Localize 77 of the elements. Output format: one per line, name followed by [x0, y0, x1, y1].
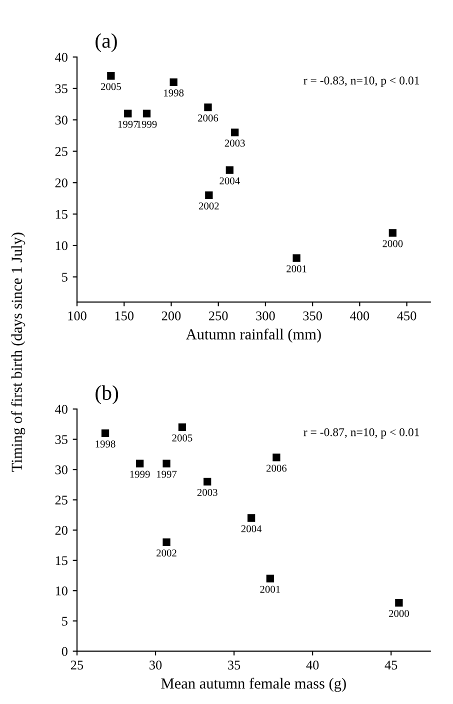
point — [124, 110, 132, 118]
x-tick-label: 45 — [384, 660, 398, 670]
x-tick-label: 200 — [162, 311, 181, 320]
chart-title: (a) — [96, 33, 117, 52]
x-tick-label: 40 — [306, 660, 319, 670]
point — [204, 103, 212, 112]
y-tick-label: 25 — [55, 147, 68, 156]
annotation: 2001 — [260, 586, 280, 593]
annotation: 2005 — [100, 83, 121, 90]
y-axis-title: Timing of first birth (days since 1 July) — [11, 232, 26, 472]
point — [178, 423, 186, 432]
y-tick-label: 0 — [62, 647, 68, 656]
x-axis-title: Autumn rainfall (mm) — [186, 328, 321, 343]
chart-title: (b) — [96, 385, 118, 404]
annotation: 2002 — [156, 549, 176, 556]
x-tick-label: 350 — [303, 311, 322, 320]
y-tick-label: 20 — [55, 178, 68, 188]
annotation: 1999 — [130, 470, 150, 478]
annotation: 1998 — [164, 89, 184, 96]
point — [170, 78, 178, 86]
y-tick-label: 35 — [55, 84, 68, 94]
point — [272, 454, 280, 462]
point — [142, 110, 151, 118]
x-tick-label: 400 — [350, 311, 370, 320]
annotation: 2003 — [197, 488, 218, 496]
y-tick-label: 35 — [55, 435, 68, 444]
y-tick-label: 15 — [56, 556, 68, 566]
x-tick-label: 35 — [228, 660, 240, 670]
x-tick-label: 250 — [209, 311, 228, 320]
annotation: 1997 — [157, 470, 177, 478]
point — [248, 514, 256, 522]
x-tick-label: 30 — [150, 660, 162, 670]
point — [395, 598, 403, 607]
point — [231, 128, 239, 136]
annotation: r = -0.87, n=10, p < 0.01 — [304, 428, 420, 439]
annotation: 2000 — [388, 610, 409, 618]
point — [204, 478, 212, 486]
x-axis-title: Mean autumn female mass (g) — [161, 678, 346, 692]
annotation: 2000 — [382, 240, 403, 248]
y-tick-label: 40 — [55, 404, 68, 414]
y-tick-label: 40 — [55, 52, 68, 62]
x-tick-label: 25 — [70, 660, 84, 670]
point — [107, 72, 115, 80]
point — [162, 538, 170, 546]
y-tick-label: 5 — [62, 272, 68, 282]
point — [226, 166, 234, 174]
y-tick-label: 25 — [55, 496, 68, 505]
x-tick-label: 150 — [115, 311, 134, 320]
point — [136, 460, 144, 468]
x-tick-label: 300 — [256, 311, 275, 320]
y-tick-label: 10 — [56, 586, 68, 596]
annotation: 2004 — [241, 525, 262, 532]
annotation: 1998 — [96, 440, 116, 448]
annotation: r = -0.83, n=10, p < 0.01 — [304, 76, 420, 87]
annotation: 2005 — [172, 434, 192, 442]
point — [205, 191, 213, 200]
annotation: 1999 — [137, 120, 157, 128]
y-tick-label: 5 — [62, 616, 68, 626]
annotation: 2006 — [266, 464, 287, 472]
y-tick-label: 15 — [56, 210, 68, 219]
annotation: 2006 — [198, 114, 218, 122]
y-tick-label: 30 — [55, 465, 68, 474]
x-tick-label: 100 — [68, 311, 86, 320]
y-tick-label: 20 — [55, 526, 68, 535]
y-tick-label: 30 — [55, 116, 68, 125]
annotation: 1997 — [118, 120, 138, 128]
point — [266, 574, 274, 582]
point — [388, 229, 396, 237]
y-tick-label: 10 — [56, 241, 68, 250]
x-tick-label: 450 — [397, 311, 416, 320]
annotation: 2004 — [220, 177, 240, 184]
point — [162, 460, 170, 468]
annotation: 2001 — [286, 265, 306, 272]
annotation: 2002 — [198, 202, 219, 210]
point — [101, 429, 110, 438]
point — [292, 254, 300, 262]
annotation: 2003 — [224, 140, 245, 147]
